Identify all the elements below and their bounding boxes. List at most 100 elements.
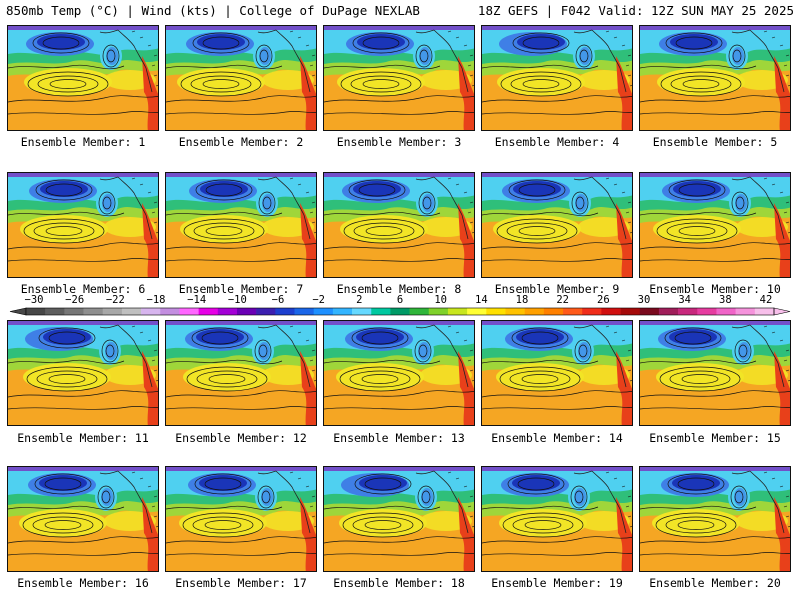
map-image <box>166 467 316 571</box>
colorbar-tick-label: 18 <box>515 294 529 306</box>
colorbar-tick-label: 10 <box>434 294 447 306</box>
ensemble-member-label: Ensemble Member: 18 <box>333 576 465 590</box>
map-image <box>8 173 158 277</box>
ensemble-member-map <box>323 172 475 278</box>
colorbar-tick-label: −22 <box>105 294 125 306</box>
ensemble-member-label: Ensemble Member: 14 <box>491 431 623 445</box>
colorbar-min-arrow <box>9 307 27 316</box>
ensemble-member-label: Ensemble Member: 4 <box>494 135 620 149</box>
colorbar-swatch <box>543 308 564 315</box>
colorbar-swatch <box>313 308 334 315</box>
map-image <box>324 321 474 425</box>
ensemble-member-map <box>323 320 475 426</box>
colorbar-swatch <box>563 308 583 315</box>
colorbar-swatch <box>102 308 123 315</box>
map-image <box>640 173 790 277</box>
colorbar-swatch <box>121 308 142 315</box>
ensemble-member-label: Ensemble Member: 7 <box>178 282 304 296</box>
ensemble-member-map <box>481 466 633 572</box>
colorbar-swatch <box>83 308 104 315</box>
colorbar-swatch <box>294 308 314 315</box>
ensemble-member-map <box>323 25 475 131</box>
colorbar-swatch <box>371 308 391 315</box>
map-image <box>324 467 474 571</box>
colorbar-swatch <box>582 308 602 315</box>
colorbar-swatch <box>26 308 46 315</box>
ensemble-member-label: Ensemble Member: 5 <box>652 135 778 149</box>
colorbar-tick-label: 2 <box>356 294 363 306</box>
colorbar-tick-label: −18 <box>146 294 166 306</box>
colorbar-swatch <box>754 308 775 315</box>
ensemble-member-map <box>481 320 633 426</box>
colorbar-swatch <box>198 308 219 315</box>
colorbar-tick-label: −6 <box>271 294 285 306</box>
ensemble-member-map <box>7 25 159 131</box>
map-image <box>8 467 158 571</box>
colorbar-swatch <box>141 308 161 315</box>
ensemble-member-label: Ensemble Member: 6 <box>20 282 146 296</box>
ensemble-member-label: Ensemble Member: 11 <box>17 431 149 445</box>
ensemble-member-map <box>165 466 317 572</box>
ensemble-member-label: Ensemble Member: 1 <box>20 135 146 149</box>
ensemble-member-label: Ensemble Member: 17 <box>175 576 307 590</box>
ensemble-member-label: Ensemble Member: 3 <box>336 135 462 149</box>
map-image <box>482 26 632 130</box>
colorbar-swatch <box>275 308 295 315</box>
ensemble-member-map <box>639 25 791 131</box>
map-title: 850mb Temp (°C) | Wind (kts) | College o… <box>6 3 420 18</box>
header-bar: 850mb Temp (°C) | Wind (kts) | College o… <box>0 0 800 22</box>
colorbar-swatch <box>735 308 756 315</box>
colorbar-swatch <box>716 308 736 315</box>
valid-time-label: 18Z GEFS | F042 Valid: 12Z SUN MAY 25 20… <box>477 3 794 18</box>
ensemble-member-label: Ensemble Member: 9 <box>494 282 620 296</box>
colorbar-frame <box>25 307 775 316</box>
colorbar-graphic <box>9 307 791 316</box>
colorbar-tick-label: 22 <box>556 294 569 306</box>
ensemble-member-label: Ensemble Member: 19 <box>491 576 623 590</box>
map-image <box>324 26 474 130</box>
colorbar-swatch <box>658 308 679 315</box>
ensemble-member-map <box>639 320 791 426</box>
colorbar-swatch <box>697 308 717 315</box>
colorbar-swatch <box>428 308 449 315</box>
ensemble-member-map <box>165 172 317 278</box>
ensemble-member-label: Ensemble Member: 8 <box>336 282 462 296</box>
colorbar-swatch <box>217 308 238 315</box>
map-image <box>166 26 316 130</box>
colorbar-tick-label: −30 <box>24 294 44 306</box>
map-image <box>166 321 316 425</box>
colorbar-swatch <box>352 308 372 315</box>
map-image <box>640 467 790 571</box>
colorbar-swatch <box>524 308 545 315</box>
colorbar-swatch <box>639 308 660 315</box>
colorbar-tick-label: −10 <box>227 294 247 306</box>
colorbar-swatch <box>160 308 180 315</box>
colorbar-swatch <box>179 308 199 315</box>
map-image <box>482 173 632 277</box>
colorbar-tick-label: 38 <box>719 294 732 306</box>
colorbar-swatch <box>390 308 410 315</box>
colorbar-swatch <box>447 308 468 315</box>
colorbar-swatch <box>236 308 257 315</box>
colorbar-tick-label: 26 <box>597 294 610 306</box>
map-image <box>640 321 790 425</box>
ensemble-member-map <box>481 25 633 131</box>
map-image <box>640 26 790 130</box>
map-image <box>482 321 632 425</box>
map-image <box>482 467 632 571</box>
ensemble-member-map <box>323 466 475 572</box>
colorbar-tick-label: 14 <box>475 294 488 306</box>
colorbar-swatch <box>332 308 353 315</box>
colorbar-swatch <box>505 308 525 315</box>
colorbar-swatch <box>64 308 84 315</box>
ensemble-member-label: Ensemble Member: 15 <box>649 431 781 445</box>
map-image <box>166 173 316 277</box>
map-image <box>324 173 474 277</box>
colorbar-swatch <box>486 308 506 315</box>
temperature-colorbar: −30 −26 −22 −18 −14 −10 −6 −2 2 6 10 14 18 22 26 30 34 38… <box>8 294 792 320</box>
colorbar-swatch <box>409 308 430 315</box>
ensemble-member-map <box>639 466 791 572</box>
ensemble-member-label: Ensemble Member: 12 <box>175 431 307 445</box>
colorbar-tick-label: 42 <box>759 294 773 306</box>
ensemble-member-map <box>7 466 159 572</box>
